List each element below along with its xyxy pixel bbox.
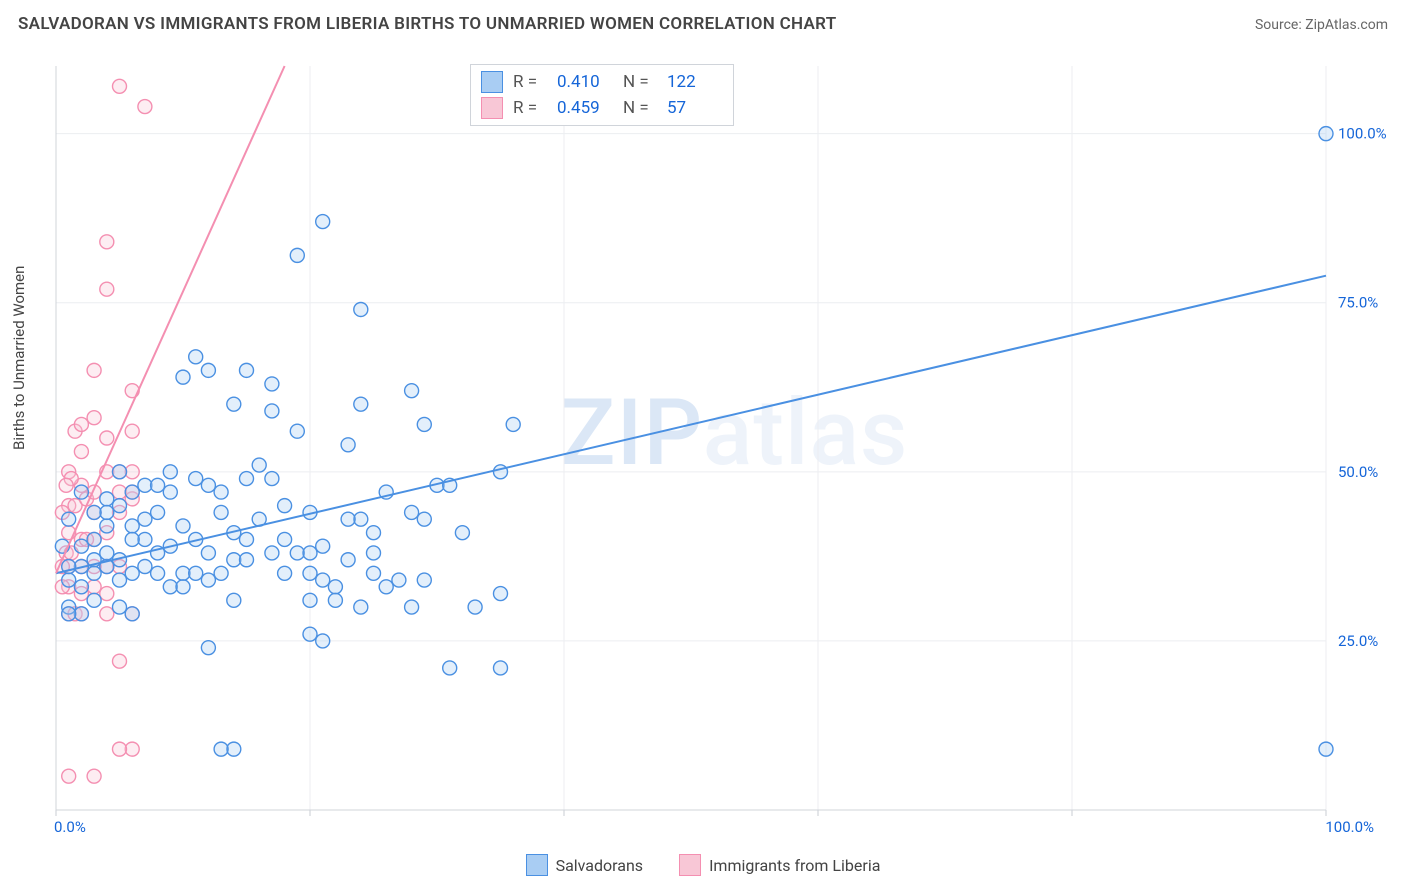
legend-series: Salvadorans Immigrants from Liberia: [0, 854, 1406, 876]
legend-label: Immigrants from Liberia: [709, 856, 880, 875]
svg-text:75.0%: 75.0%: [1338, 294, 1378, 312]
legend-correlation: R = 0.410 N = 122 R = 0.459 N = 57: [470, 64, 734, 126]
r-label: R =: [513, 98, 547, 118]
chart-source: Source: ZipAtlas.com: [1255, 17, 1388, 33]
n-value: 122: [667, 72, 723, 92]
legend-row-salvadorans: R = 0.410 N = 122: [481, 69, 723, 95]
source-value: ZipAtlas.com: [1305, 17, 1388, 33]
r-label: R =: [513, 72, 547, 92]
swatch-icon: [481, 71, 503, 93]
y-axis-label: Births to Unmarried Women: [10, 266, 28, 450]
swatch-icon: [679, 854, 701, 876]
r-value: 0.410: [557, 72, 613, 92]
legend-label: Salvadorans: [556, 856, 643, 875]
svg-text:25.0%: 25.0%: [1338, 632, 1378, 650]
legend-row-liberia: R = 0.459 N = 57: [481, 95, 723, 121]
n-label: N =: [623, 72, 657, 92]
n-label: N =: [623, 98, 657, 118]
legend-item-liberia: Immigrants from Liberia: [679, 854, 880, 876]
scatter-plot: 25.0% 50.0% 75.0% 100.0% 0.0% 100.0%: [48, 60, 1386, 840]
legend-item-salvadorans: Salvadorans: [526, 854, 643, 876]
svg-text:100.0%: 100.0%: [1338, 125, 1386, 143]
swatch-icon: [481, 97, 503, 119]
n-value: 57: [667, 98, 723, 118]
source-label: Source:: [1255, 17, 1305, 33]
svg-text:50.0%: 50.0%: [1338, 463, 1378, 481]
r-value: 0.459: [557, 98, 613, 118]
swatch-icon: [526, 854, 548, 876]
svg-text:100.0%: 100.0%: [1325, 818, 1374, 836]
svg-text:0.0%: 0.0%: [54, 818, 86, 836]
chart-title: SALVADORAN VS IMMIGRANTS FROM LIBERIA BI…: [18, 14, 836, 34]
